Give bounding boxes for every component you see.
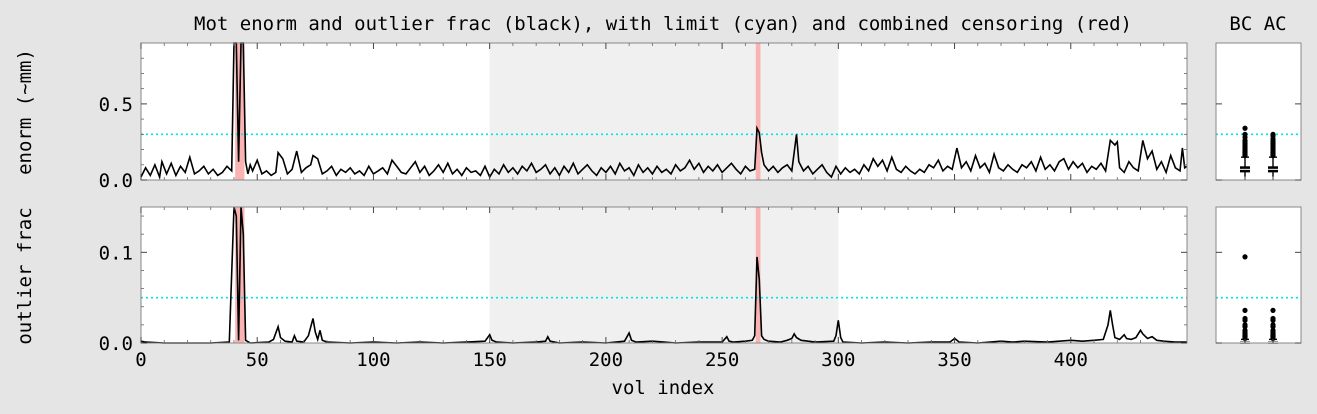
x-axis-label: vol index	[612, 377, 715, 399]
x-tick-label: 250	[705, 349, 739, 371]
series-line	[140, 42, 1188, 181]
y-tick-label: 0.0	[99, 170, 133, 192]
run-shade-region	[489, 207, 839, 343]
box-outlier-point	[1270, 315, 1276, 322]
box-outlier-point	[1270, 307, 1276, 313]
x-tick-label: 150	[473, 349, 507, 371]
box-outlier-point	[1242, 322, 1248, 328]
x-tick-label: 0	[135, 349, 146, 371]
box-outlier-point	[1242, 315, 1248, 322]
plot-frame	[140, 206, 1188, 344]
x-tick-label: 350	[937, 349, 971, 371]
x-tick-label: 200	[589, 349, 623, 371]
boxplot-panel-outlier-frac	[1215, 206, 1302, 344]
plot-panels: 0.0 0.5 0 50 100 150 200 250 300 350 400 0.0 0.1	[99, 42, 1302, 371]
y-axis-label-enorm: enorm (~mm)	[14, 49, 36, 175]
boxplot-frame	[1215, 42, 1302, 181]
box-outlier-point	[1242, 125, 1248, 131]
panel-outlier-frac: 0 50 100 150 200 250 300 350 400 0.0 0.1	[99, 206, 1188, 371]
box-outlier-point	[1242, 327, 1248, 333]
x-tick-label: 100	[356, 349, 390, 371]
y-axis-label-outlier-frac: outlier frac	[14, 207, 36, 344]
panel-enorm: 0.0 0.5	[99, 42, 1188, 192]
series-line	[140, 206, 1187, 344]
boxplot-panel-enorm	[1215, 42, 1302, 181]
boxplot-area	[1216, 207, 1301, 343]
chart-title: Mot enorm and outlier frac (black), with…	[194, 13, 1132, 35]
box-outlier-point	[1270, 131, 1276, 137]
box-bc	[1240, 125, 1250, 177]
y-tick-label: 0.5	[99, 94, 133, 116]
x-tick-label: 400	[1054, 349, 1088, 371]
box-outlier-point	[1242, 131, 1248, 137]
box-outlier-point	[1270, 322, 1276, 328]
x-tick-label: 300	[821, 349, 855, 371]
plot-frame	[140, 42, 1188, 181]
boxplot-frame	[1215, 206, 1302, 344]
box-outlier-point	[1270, 327, 1276, 333]
censor-band	[755, 43, 761, 180]
box-outlier-point	[1242, 307, 1248, 313]
x-tick-label: 50	[246, 349, 269, 371]
y-tick-label: 0.1	[99, 242, 133, 264]
y-tick-label: 0.0	[99, 333, 133, 355]
box-ac	[1268, 131, 1278, 177]
box-outlier-point	[1242, 254, 1248, 260]
run-shade-region	[489, 43, 839, 180]
boxplot-title: BC AC	[1229, 13, 1286, 35]
boxplot-area	[1216, 43, 1301, 180]
